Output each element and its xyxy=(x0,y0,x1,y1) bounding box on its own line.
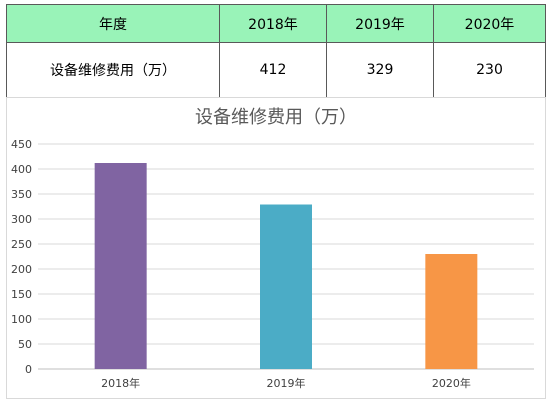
value-cell-2019: 329 xyxy=(326,42,434,98)
x-tick-label: 2020年 xyxy=(432,376,471,390)
y-tick-label: 100 xyxy=(11,313,32,326)
y-tick-label: 0 xyxy=(25,363,32,376)
value-cell-2020: 230 xyxy=(433,42,546,98)
table-header-row: 年度 2018年 2019年 2020年 xyxy=(6,4,546,43)
y-tick-label: 150 xyxy=(11,288,32,301)
x-tick-label: 2018年 xyxy=(101,376,140,390)
header-cell-2019: 2019年 xyxy=(326,4,434,43)
value-cell-2018: 412 xyxy=(219,42,327,98)
header-cell-year: 年度 xyxy=(6,4,220,43)
bar-chart: 0 50 100 150 200 250 300 350 400 450 2018年 2019年 202… xyxy=(11,138,534,390)
y-tick-label: 350 xyxy=(11,188,32,201)
y-tick-label: 450 xyxy=(11,138,32,151)
header-cell-2020: 2020年 xyxy=(433,4,546,43)
y-tick-label: 50 xyxy=(18,338,32,351)
bar xyxy=(94,163,147,369)
y-tick-label: 200 xyxy=(11,263,32,276)
x-tick-label: 2019年 xyxy=(267,376,306,390)
header-cell-2018: 2018年 xyxy=(219,4,327,43)
y-tick-label: 250 xyxy=(11,238,32,251)
bar xyxy=(260,204,312,369)
bar xyxy=(425,254,478,369)
y-tick-label: 300 xyxy=(11,213,32,226)
row-label-cell: 设备维修费用（万） xyxy=(6,42,220,98)
y-tick-label: 400 xyxy=(11,163,32,176)
data-table: 年度 2018年 2019年 2020年 设备维修费用（万） 412 329 2… xyxy=(6,4,546,98)
table-row: 设备维修费用（万） 412 329 230 xyxy=(6,42,546,98)
chart-title: 设备维修费用（万） xyxy=(195,107,357,128)
chart-area: 设备维修费用（万） 0 50 100 150 200 250 300 350 400 450 201… xyxy=(6,97,546,399)
